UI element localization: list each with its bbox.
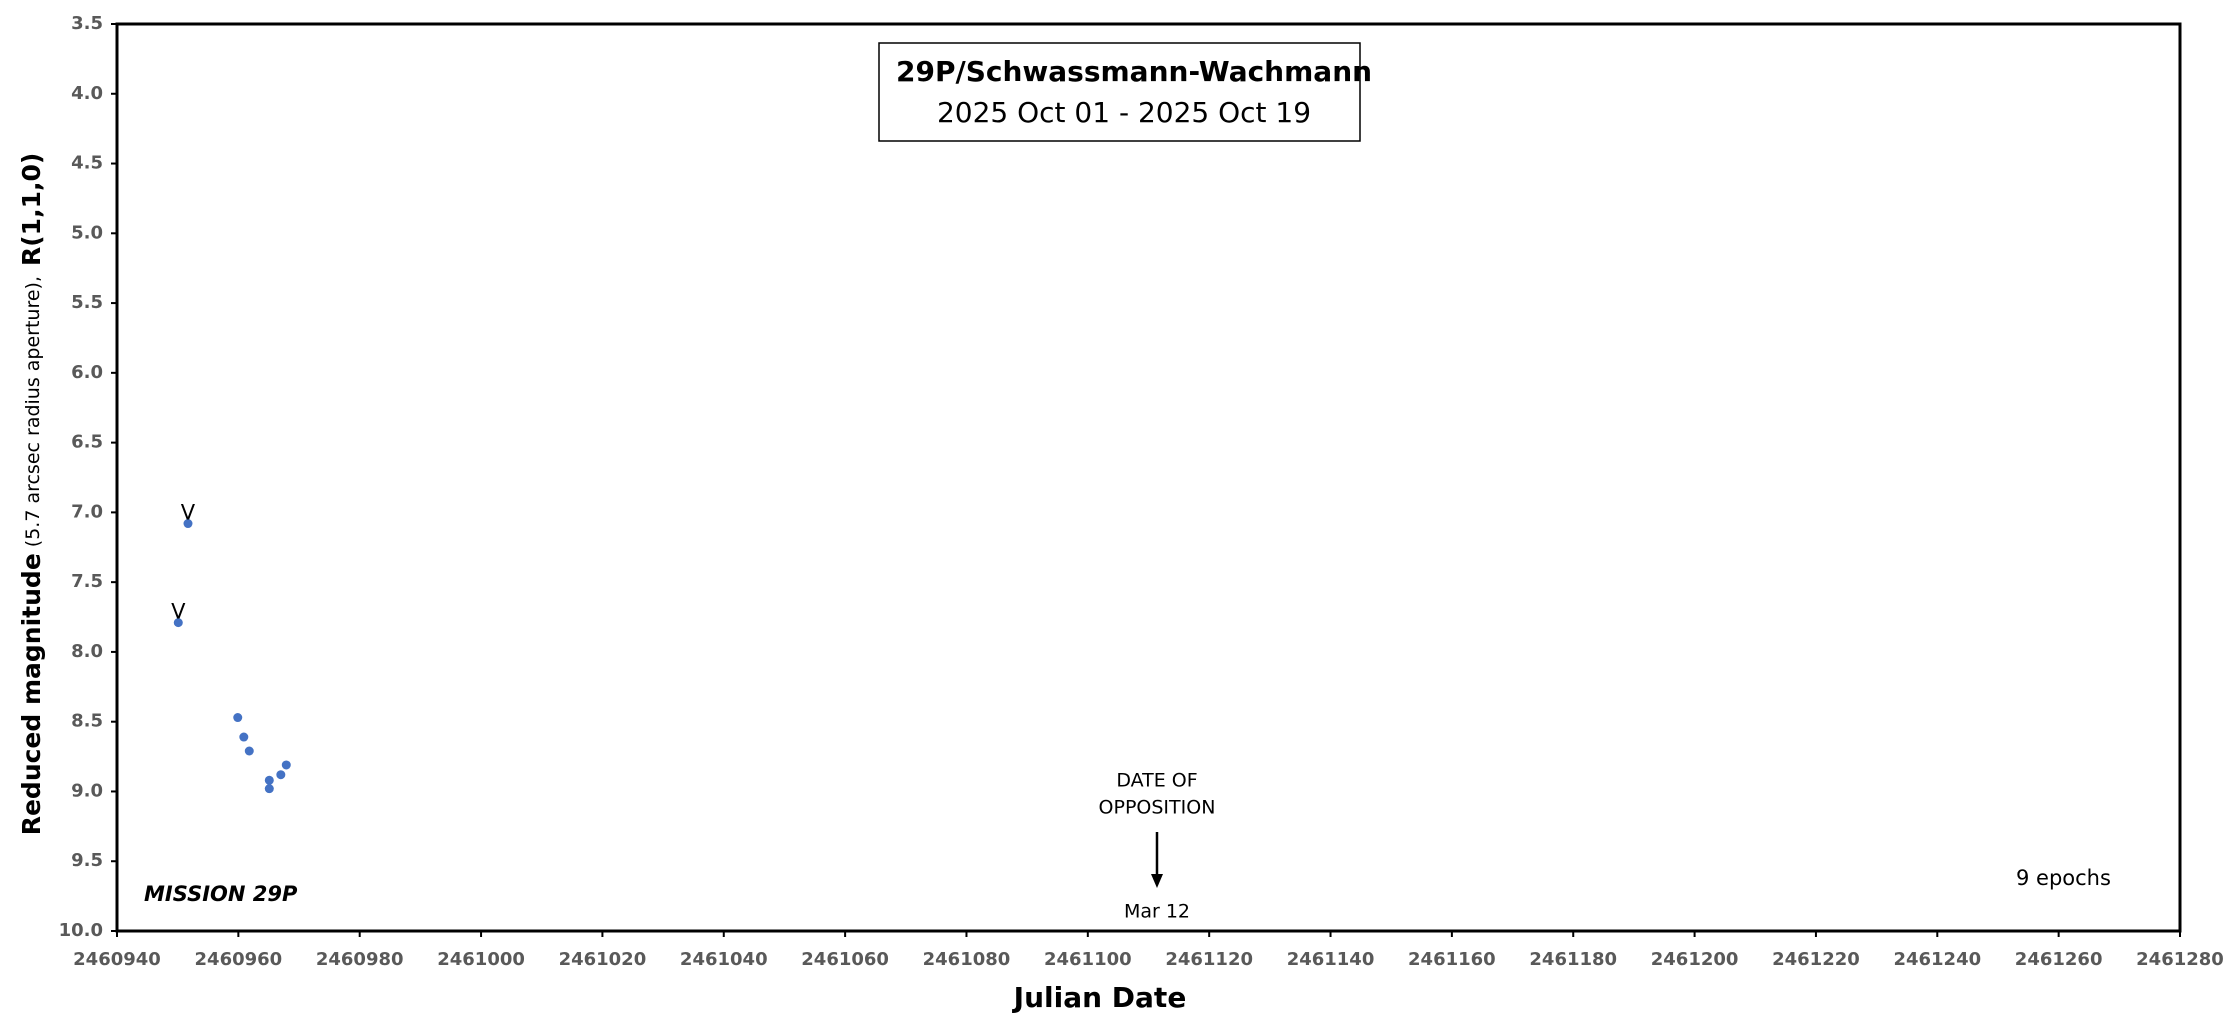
y-tick-label: 4.5: [71, 153, 103, 174]
y-tick-label: 4.0: [71, 83, 103, 104]
chart-title: 29P/Schwassmann-Wachmann: [896, 55, 1372, 88]
y-tick-label: 6.0: [71, 362, 103, 383]
x-tick-label: 2461120: [1165, 949, 1253, 970]
y-tick-label: 8.0: [71, 641, 103, 662]
y-axis-title-main: Reduced magnitude: [17, 553, 46, 835]
y-tick-label: 8.5: [71, 711, 103, 732]
data-point: [173, 618, 183, 628]
y-tick-label: 3.5: [71, 13, 103, 34]
data-point: [281, 760, 291, 770]
data-point: [233, 713, 243, 723]
x-tick-label: 2461280: [2136, 949, 2224, 970]
x-tick-label: 2461060: [801, 949, 889, 970]
x-tick-label: 2461220: [1772, 949, 1860, 970]
x-tick-label: 2460980: [316, 949, 404, 970]
x-tick-label: 2461200: [1651, 949, 1739, 970]
opposition-label: DATE OF: [1116, 770, 1197, 792]
opposition-label: OPPOSITION: [1099, 797, 1216, 819]
data-point: [239, 732, 249, 742]
y-tick-label: 9.5: [71, 850, 103, 871]
data-point: [244, 746, 254, 756]
opposition-date: Mar 12: [1124, 901, 1190, 923]
mission-label: MISSION 29P: [144, 882, 298, 906]
y-axis-title-note: (5.7 arcsec radius aperture),: [22, 276, 44, 547]
data-point: [276, 770, 286, 780]
y-axis-title: Reduced magnitude (5.7 arcsec radius aper…: [17, 153, 46, 836]
x-tick-label: 2461100: [1044, 949, 1132, 970]
x-tick-label: 2461040: [680, 949, 768, 970]
x-tick-label: 2460940: [73, 949, 161, 970]
x-tick-label: 2461260: [2015, 949, 2103, 970]
x-tick-label: 2461020: [559, 949, 647, 970]
epochs-label: 9 epochs: [2016, 866, 2111, 890]
y-tick-label: 7.0: [71, 501, 103, 522]
x-tick-label: 2461140: [1287, 949, 1375, 970]
y-tick-label: 7.5: [71, 571, 103, 592]
data-point: [264, 775, 274, 785]
point-label: V: [181, 501, 196, 525]
y-tick-label: 10.0: [59, 920, 103, 941]
chart-subtitle: 2025 Oct 01 - 2025 Oct 19: [937, 96, 1311, 129]
x-tick-label: 2461000: [437, 949, 525, 970]
y-tick-label: 9.0: [71, 780, 103, 801]
opposition-arrowhead: [1150, 874, 1163, 888]
data-point: [264, 784, 274, 794]
point-label: V: [171, 600, 186, 624]
y-axis-title-quantity: R(1,1,0): [17, 153, 46, 266]
x-tick-label: 2461160: [1408, 949, 1496, 970]
x-tick-label: 2461240: [1893, 949, 1981, 970]
data-point: [183, 519, 193, 529]
plot-frame: [115, 22, 2182, 933]
y-tick-label: 5.5: [71, 292, 103, 313]
x-tick-label: 2461180: [1529, 949, 1617, 970]
x-tick-label: 2460960: [195, 949, 283, 970]
y-tick-label: 5.0: [71, 222, 103, 243]
title-box: [878, 42, 1361, 142]
y-tick-label: 6.5: [71, 432, 103, 453]
x-axis-title: Julian Date: [1012, 981, 1187, 1014]
x-tick-label: 2461080: [923, 949, 1011, 970]
